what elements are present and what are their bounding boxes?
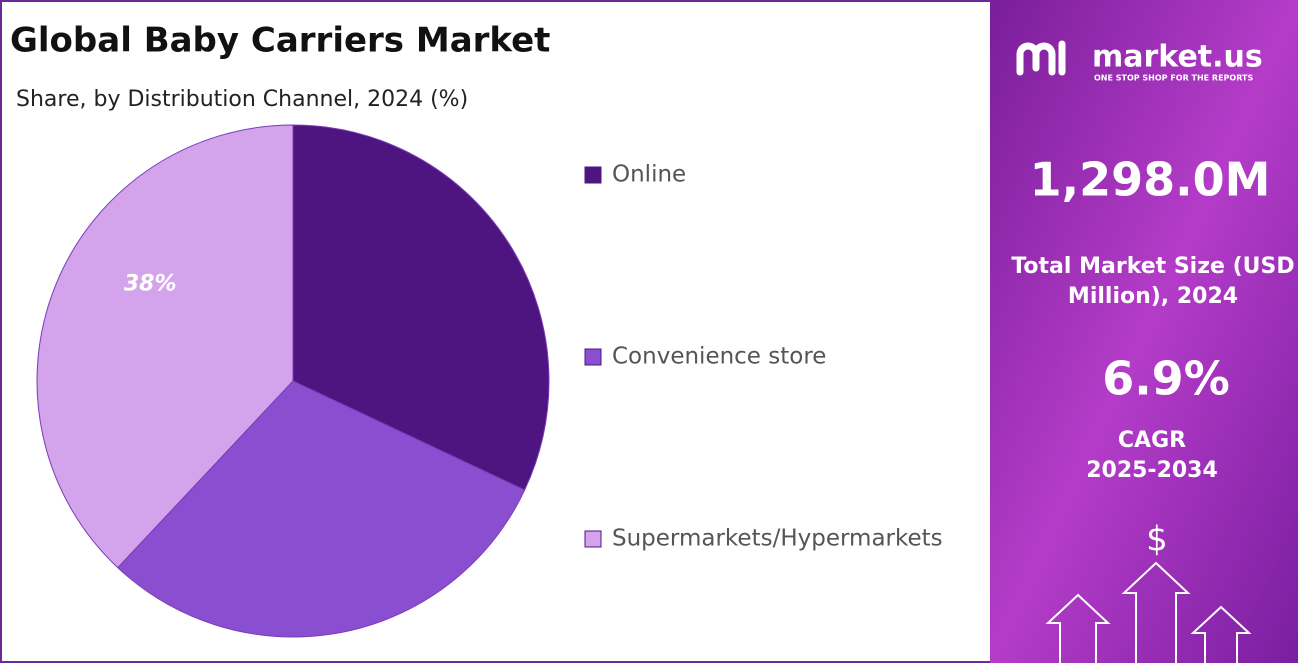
market-size-label: Total Market Size (USD Million), 2024 [1011,254,1295,309]
pie-slice [117,380,526,638]
legend-label: Supermarkets/Hypermarkets [612,526,943,552]
pie-slice [292,124,550,491]
legend-swatch [584,348,602,366]
currency-icon: $ [1146,520,1168,560]
legend-label: Convenience store [612,344,826,370]
legend-swatch [584,530,602,548]
tagline: ONE STOP SHOP FOR THE REPORTS [1094,74,1253,83]
legend-label: Online [612,162,686,188]
chart-title: Global Baby Carriers Market [10,21,550,61]
cagr: 6.9% [1102,352,1230,406]
logo-icon [1016,40,1066,76]
legend-swatch [584,166,602,184]
pie-slice [36,124,294,569]
logo: market.us ONE STOP SHOP FOR THE REPORTS [1016,40,1263,83]
side-panel [990,0,1298,663]
arrows-decor [1045,561,1252,663]
brand: market.us [1092,40,1263,75]
cagr-period: 2025-2034 [1086,458,1218,483]
market-size: 1,298.0M [1030,153,1271,207]
cagr-label: CAGR [1118,428,1186,453]
data-label: 38% [124,271,177,296]
market-size-label-box: Total Market Size (USD Million), 2024 [1011,254,1295,309]
chart-subtitle: Share, by Distribution Channel, 2024 (%) [16,87,468,112]
